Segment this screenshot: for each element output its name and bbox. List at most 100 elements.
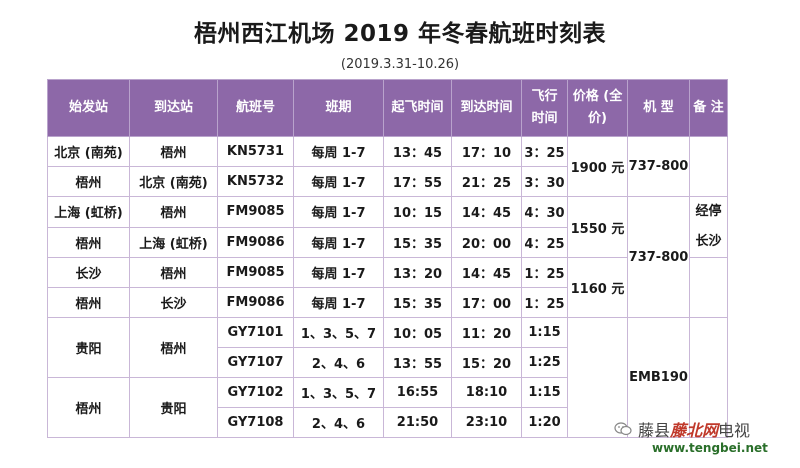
watermark-line: 藤县藤北网电视 bbox=[614, 417, 750, 441]
flight-number-cell: KN5731 bbox=[217, 136, 294, 167]
flight-number-cell: GY7102 bbox=[217, 377, 294, 408]
table-row: 北京 (南苑) 梧州 KN5731 每周 1-7 13：45 17：10 3：2… bbox=[47, 136, 728, 197]
flight-timetable: 始发站 到达站 航班号 班期 起飞时间 到达时间 飞行时间 价格 (全价) 机 … bbox=[47, 79, 728, 438]
table-row: GY7108 2、4、6 21:50 23:10 1:20 bbox=[48, 407, 728, 438]
flight-number-cell: FM9086 bbox=[217, 287, 294, 318]
destination-cell: 上海 (虹桥) bbox=[129, 226, 218, 258]
header-departure-time: 起飞时间 bbox=[383, 79, 452, 137]
schedule-cell: 每周 1-7 bbox=[293, 226, 384, 258]
schedule-cell: 每周 1-7 bbox=[293, 287, 384, 318]
duration-cell: 3：30 bbox=[521, 166, 568, 197]
table-row: 贵阳 梧州 GY7101 1、3、5、7 10：05 11：20 1:15 EM… bbox=[47, 317, 728, 438]
duration-cell: 1:25 bbox=[521, 347, 568, 378]
arrival-cell: 21：25 bbox=[451, 166, 522, 197]
flight-number-cell: GY7108 bbox=[217, 407, 294, 438]
departure-cell: 10：05 bbox=[383, 317, 452, 348]
price-cell: 1160 元 bbox=[567, 257, 628, 318]
header-aircraft-type: 机 型 bbox=[627, 79, 690, 137]
duration-cell: 1：25 bbox=[521, 257, 568, 288]
destination-cell: 梧州 bbox=[129, 317, 218, 378]
header-flight-number: 航班号 bbox=[217, 79, 294, 137]
arrival-cell: 18:10 bbox=[451, 377, 522, 408]
schedule-cell: 每周 1-7 bbox=[293, 166, 384, 197]
duration-cell: 4：25 bbox=[521, 226, 568, 258]
table-row: 上海 (虹桥) 梧州 FM9085 每周 1-7 10：15 14：45 4：3… bbox=[47, 196, 728, 318]
destination-cell: 北京 (南苑) bbox=[129, 166, 218, 197]
flight-number-cell: KN5732 bbox=[217, 166, 294, 197]
departure-cell: 13：55 bbox=[383, 347, 452, 378]
departure-cell: 10：15 bbox=[383, 196, 452, 228]
departure-cell: 15：35 bbox=[383, 226, 452, 258]
header-origin: 始发站 bbox=[47, 79, 130, 137]
schedule-cell: 2、4、6 bbox=[293, 407, 384, 438]
origin-cell: 上海 (虹桥) bbox=[47, 196, 130, 228]
duration-cell: 1:20 bbox=[521, 407, 568, 438]
price-cell: 1550 元 bbox=[567, 196, 628, 258]
schedule-cell: 每周 1-7 bbox=[293, 136, 384, 167]
schedule-cell: 每周 1-7 bbox=[293, 257, 384, 288]
date-range: (2019.3.31-10.26) bbox=[340, 57, 460, 72]
schedule-cell: 2、4、6 bbox=[293, 347, 384, 378]
page-title: 梧州西江机场 2019 年冬春航班时刻表 bbox=[193, 21, 607, 47]
arrival-cell: 11：20 bbox=[451, 317, 522, 348]
destination-cell: 长沙 bbox=[129, 287, 218, 318]
header-schedule-days: 班期 bbox=[293, 79, 384, 137]
arrival-cell: 15：20 bbox=[451, 347, 522, 378]
watermark-brand: 藤北网 bbox=[670, 421, 719, 440]
watermark: 藤县藤北网电视 www.tengbei.net bbox=[614, 417, 794, 463]
destination-cell: 贵阳 bbox=[129, 377, 218, 438]
schedule-cell: 1、3、5、7 bbox=[293, 317, 384, 348]
remarks-cell bbox=[689, 257, 728, 318]
duration-cell: 1:15 bbox=[521, 317, 568, 348]
aircraft-type-cell: 737-800 bbox=[627, 136, 690, 197]
table-row: 梧州 上海 (虹桥) FM9086 每周 1-7 15：35 20：00 4：2… bbox=[47, 226, 728, 258]
departure-cell: 15：35 bbox=[383, 287, 452, 318]
table-row: 梧州 贵阳 GY7102 1、3、5、7 16:55 18:10 1:15 bbox=[47, 377, 728, 438]
header-remarks: 备 注 bbox=[689, 79, 728, 137]
table-row: 长沙 梧州 FM9085 每周 1-7 13：20 14：45 1：25 116… bbox=[47, 257, 728, 318]
origin-cell: 贵阳 bbox=[47, 317, 130, 378]
schedule-cell: 1、3、5、7 bbox=[293, 377, 384, 408]
table-row: 梧州 北京 (南苑) KN5732 每周 1-7 17：55 21：25 3：3… bbox=[47, 166, 728, 197]
table-row: 梧州 长沙 FM9086 每周 1-7 15：35 17：00 1：25 bbox=[47, 287, 728, 318]
watermark-url: www.tengbei.net bbox=[652, 441, 768, 455]
price-cell: 1900 元 bbox=[567, 136, 628, 197]
departure-cell: 16:55 bbox=[383, 377, 452, 408]
departure-cell: 17：55 bbox=[383, 166, 452, 197]
arrival-cell: 20：00 bbox=[451, 226, 522, 258]
remarks-cell bbox=[689, 317, 728, 438]
arrival-cell: 17：00 bbox=[451, 287, 522, 318]
flight-number-cell: FM9086 bbox=[217, 226, 294, 258]
aircraft-type-cell: 737-800 bbox=[627, 196, 690, 318]
duration-cell: 4：30 bbox=[521, 196, 568, 228]
remarks-cell bbox=[689, 136, 728, 197]
destination-cell: 梧州 bbox=[129, 136, 218, 167]
destination-cell: 梧州 bbox=[129, 257, 218, 288]
header-price: 价格 (全价) bbox=[567, 79, 628, 137]
schedule-cell: 每周 1-7 bbox=[293, 196, 384, 228]
header-arrival-time: 到达时间 bbox=[451, 79, 522, 137]
arrival-cell: 23:10 bbox=[451, 407, 522, 438]
origin-cell: 梧州 bbox=[47, 377, 130, 438]
flight-number-cell: FM9085 bbox=[217, 196, 294, 228]
watermark-name: 藤县 bbox=[638, 421, 671, 440]
origin-cell: 梧州 bbox=[47, 166, 130, 197]
table-header-row: 始发站 到达站 航班号 班期 起飞时间 到达时间 飞行时间 价格 (全价) 机 … bbox=[47, 79, 728, 137]
destination-cell: 梧州 bbox=[129, 196, 218, 228]
remarks-cell: 经停 长沙 bbox=[689, 196, 728, 258]
departure-cell: 13：20 bbox=[383, 257, 452, 288]
duration-cell: 1：25 bbox=[521, 287, 568, 318]
origin-cell: 梧州 bbox=[47, 287, 130, 318]
duration-cell: 1:15 bbox=[521, 377, 568, 408]
duration-cell: 3：25 bbox=[521, 136, 568, 167]
origin-cell: 梧州 bbox=[47, 226, 130, 258]
flight-number-cell: GY7107 bbox=[217, 347, 294, 378]
watermark-suffix: 电视 bbox=[718, 421, 751, 440]
header-destination: 到达站 bbox=[129, 79, 218, 137]
remark-stopover-city: 长沙 bbox=[695, 234, 722, 249]
arrival-cell: 14：45 bbox=[451, 196, 522, 228]
watermark-text: 藤县藤北网电视 bbox=[638, 417, 750, 441]
aircraft-type-cell: EMB190 bbox=[627, 317, 690, 438]
arrival-cell: 14：45 bbox=[451, 257, 522, 288]
origin-cell: 长沙 bbox=[47, 257, 130, 288]
